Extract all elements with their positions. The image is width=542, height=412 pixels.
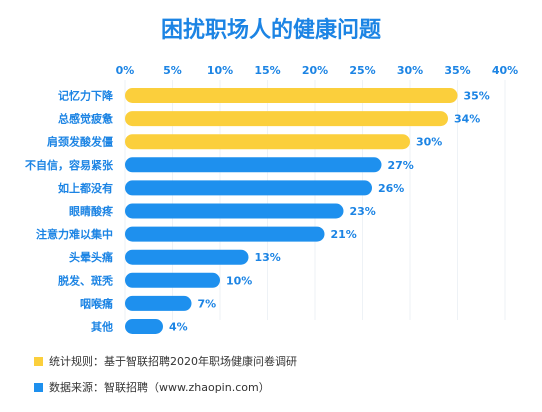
value-label: 30% xyxy=(416,136,442,149)
bar xyxy=(125,88,458,103)
x-tick-label: 35% xyxy=(444,64,470,77)
category-label: 记忆力下降 xyxy=(58,89,114,103)
bar xyxy=(125,134,410,150)
value-label: 23% xyxy=(350,205,376,218)
value-label: 10% xyxy=(226,274,252,287)
value-label: 21% xyxy=(331,228,357,241)
bar xyxy=(125,272,220,288)
category-label: 头晕头痛 xyxy=(69,250,113,264)
category-label: 其他 xyxy=(91,320,113,334)
x-tick-label: 5% xyxy=(163,64,182,77)
value-label: 27% xyxy=(388,159,414,172)
value-label: 4% xyxy=(169,321,188,334)
footnote-rule-text: 统计规则：基于智联招聘2020年职场健康问卷调研 xyxy=(49,355,297,368)
footnote-rule-marker xyxy=(34,356,43,366)
x-tick-label: 30% xyxy=(397,64,423,77)
category-label: 如上都没有 xyxy=(58,181,113,195)
footnote-source-marker xyxy=(34,382,43,392)
x-tick-label: 15% xyxy=(254,64,280,77)
value-label: 13% xyxy=(255,251,281,264)
category-label: 不自信，容易紧张 xyxy=(25,158,114,172)
bar xyxy=(125,226,325,242)
value-label: 35% xyxy=(464,90,490,103)
footnote-source: 数据来源：智联招聘（www.zhaopin.com） xyxy=(34,376,297,398)
footnote-source-text: 数据来源：智联招聘（www.zhaopin.com） xyxy=(49,381,270,394)
value-label: 34% xyxy=(454,113,480,126)
value-label: 7% xyxy=(198,297,217,310)
bar xyxy=(125,249,249,265)
x-tick-label: 10% xyxy=(207,64,233,77)
bar xyxy=(125,111,448,127)
category-label: 脱发、斑秃 xyxy=(58,273,114,287)
footnotes: 统计规则：基于智联招聘2020年职场健康问卷调研 数据来源：智联招聘（www.z… xyxy=(34,350,297,402)
value-label: 26% xyxy=(378,182,404,195)
footnote-rule: 统计规则：基于智联招聘2020年职场健康问卷调研 xyxy=(34,350,297,372)
chart-title: 困扰职场人的健康问题 xyxy=(160,18,381,43)
x-tick-label: 40% xyxy=(492,64,518,77)
category-label: 总感觉疲惫 xyxy=(58,112,114,126)
bar xyxy=(125,295,192,311)
bar xyxy=(125,180,372,196)
category-label: 注意力难以集中 xyxy=(36,227,113,241)
category-label: 肩颈发酸发僵 xyxy=(47,135,113,149)
x-tick-label: 25% xyxy=(349,64,375,77)
category-label: 咽喉痛 xyxy=(80,296,113,310)
bar xyxy=(125,157,382,173)
category-label: 眼睛酸疼 xyxy=(69,204,114,218)
bar xyxy=(125,319,163,334)
bar xyxy=(125,203,344,219)
x-tick-label: 0% xyxy=(116,64,135,77)
x-tick-label: 20% xyxy=(302,64,328,77)
